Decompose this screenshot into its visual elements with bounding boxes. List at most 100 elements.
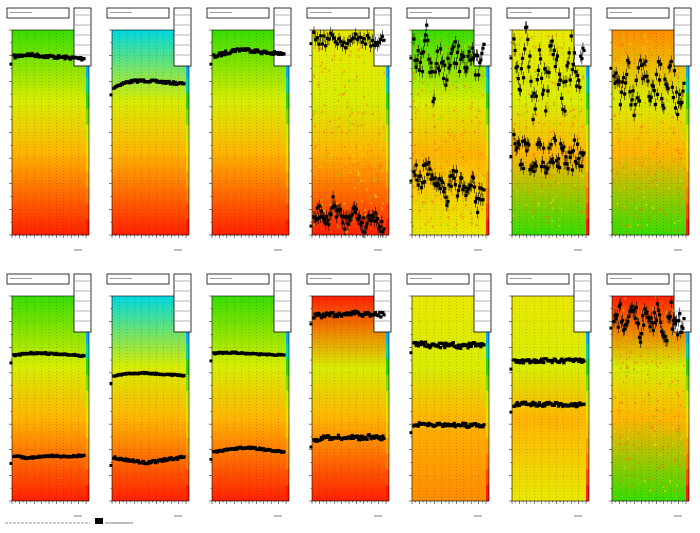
heatmap-cell	[553, 82, 556, 85]
heatmap-cell	[681, 434, 683, 437]
y-axis	[209, 295, 212, 502]
stats-box	[673, 7, 692, 67]
color-scale-step	[86, 422, 89, 439]
heatmap-cell	[673, 229, 676, 232]
heatmap-cell	[576, 134, 578, 138]
heatmap-cell	[612, 377, 615, 380]
data-point	[236, 47, 240, 51]
color-scale-step	[586, 93, 589, 110]
heatmap-cell	[375, 173, 378, 176]
heatmap-cell	[422, 200, 424, 204]
heatmap-cell	[565, 147, 568, 151]
heatmap-cell	[668, 187, 670, 190]
heatmap-cell	[515, 164, 517, 167]
chart-panel-13	[506, 273, 592, 517]
heatmap-cell	[536, 149, 539, 153]
heatmap-cell	[440, 52, 443, 55]
heatmap-cell	[312, 73, 315, 76]
heatmap-cell	[645, 203, 648, 206]
footer-swatch	[95, 518, 103, 524]
heatmap-cell	[680, 344, 682, 347]
heatmap-cell	[469, 210, 472, 213]
heatmap-cell	[321, 70, 324, 74]
data-point	[172, 82, 177, 86]
heatmap-cell	[630, 198, 633, 201]
series-markers	[512, 21, 586, 126]
heatmap-cell	[656, 479, 659, 483]
heatmap-cell	[412, 98, 414, 102]
heatmap-cell	[458, 149, 461, 153]
data-point	[549, 401, 553, 406]
heatmap-cell	[633, 229, 636, 232]
color-scale-step	[86, 359, 89, 376]
x-axis	[611, 235, 687, 238]
axis-marker	[9, 361, 13, 365]
heatmap-cell	[565, 193, 567, 196]
heatmap-cell	[664, 355, 666, 358]
data-point	[142, 78, 146, 82]
heatmap-cell	[418, 209, 421, 213]
heatmap-cell	[360, 124, 363, 127]
heatmap-cell	[673, 341, 676, 344]
heatmap-cell	[541, 45, 544, 48]
color-scale-step	[386, 124, 389, 141]
heatmap-cell	[463, 85, 466, 88]
color-scale-step	[486, 108, 489, 125]
heatmap-cell	[667, 406, 669, 409]
heatmap-cell	[475, 224, 477, 227]
color-scale-step	[686, 219, 689, 236]
heatmap-cell	[439, 216, 441, 219]
heatmap-cell	[356, 182, 359, 186]
heatmap-cell	[654, 409, 657, 412]
heatmap-cell	[435, 194, 437, 198]
heatmap-cell	[666, 100, 669, 103]
heatmap-cell	[647, 176, 650, 180]
heatmap-cell	[642, 190, 644, 193]
heatmap-cell	[420, 177, 423, 180]
heatmap-cell	[653, 477, 656, 481]
heatmap-cell	[346, 105, 348, 109]
data-point	[124, 457, 128, 461]
heatmap-cell	[522, 157, 525, 160]
heatmap-cell	[319, 47, 322, 50]
heatmap-cell	[627, 457, 630, 461]
axis-marker	[309, 42, 313, 46]
heatmap-cell	[338, 162, 340, 165]
heatmap-cell	[346, 101, 348, 104]
color-scale-step	[286, 374, 289, 391]
color-scale-step	[186, 187, 189, 204]
heatmap-cell	[643, 425, 646, 429]
heatmap-cell	[412, 152, 414, 155]
heatmap-cell	[445, 31, 447, 35]
heatmap-cell	[641, 164, 643, 167]
heatmap-cell	[561, 51, 564, 55]
title-box	[406, 7, 470, 19]
y-axis	[109, 295, 112, 502]
heatmap-cell	[352, 122, 355, 126]
heatmap-cell	[413, 72, 415, 75]
heatmap-cell	[653, 39, 656, 43]
chart-panel-6	[506, 7, 592, 251]
heatmap-cell	[522, 38, 524, 41]
heatmap-cell	[371, 115, 373, 119]
heatmap-cell	[643, 332, 645, 336]
heatmap-cell	[569, 132, 571, 136]
data-point	[379, 315, 383, 319]
heatmap-cell	[621, 223, 624, 226]
heatmap-cell	[624, 55, 627, 58]
data-point	[279, 51, 283, 55]
grid-lines	[12, 296, 86, 501]
title-box	[6, 273, 70, 285]
heatmap-cell	[343, 70, 346, 73]
heatmap-cell	[645, 477, 647, 481]
heatmap-cell	[681, 95, 684, 98]
data-point	[378, 435, 382, 439]
heatmap-cell	[421, 142, 423, 146]
heatmap-cell	[517, 109, 519, 113]
heatmap-cell	[623, 163, 626, 166]
heatmap-cell	[468, 42, 470, 46]
heatmap-cell	[461, 148, 464, 151]
data-point	[482, 343, 486, 347]
data-point	[312, 316, 316, 320]
heatmap-cell	[513, 53, 515, 56]
